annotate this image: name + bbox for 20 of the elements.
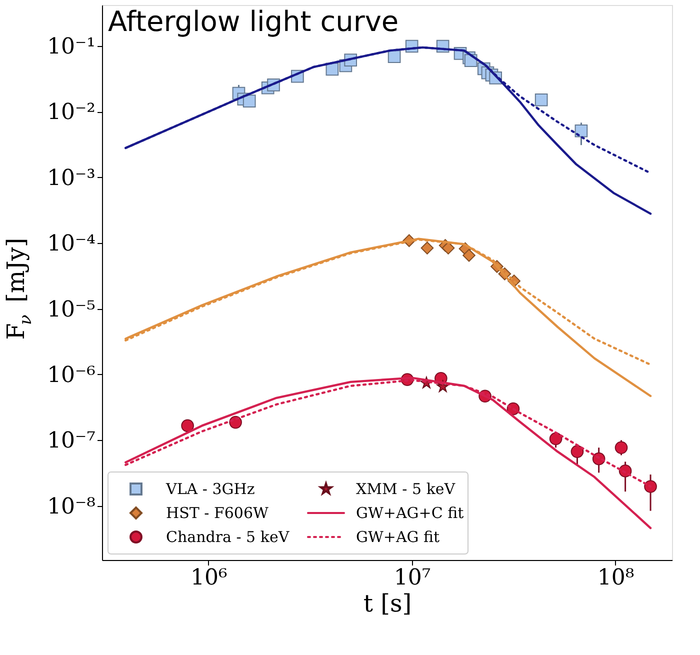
y-tick-label: 10⁻³ xyxy=(47,166,96,191)
x-tick-label: 10⁷ xyxy=(394,566,431,590)
y-tick-label: 10⁻⁵ xyxy=(47,297,96,322)
x-tick-label: 10⁸ xyxy=(597,566,634,590)
legend-label: XMM - 5 keV xyxy=(356,480,456,498)
y-tick-label: 10⁻⁸ xyxy=(47,494,96,520)
x-tick-label: 10⁶ xyxy=(190,566,228,590)
legend-label: GW+AG fit xyxy=(356,528,440,546)
legend-label: GW+AG+C fit xyxy=(356,504,464,522)
y-tick-label: 10⁻² xyxy=(47,100,96,126)
chart-title: Afterglow light curve xyxy=(108,5,399,38)
y-tick-label: 10⁻¹ xyxy=(47,34,96,60)
legend-label: VLA - 3GHz xyxy=(165,480,255,498)
y-tick-label: 10⁻⁷ xyxy=(47,428,96,454)
y-tick-label: 10⁻⁴ xyxy=(47,232,96,257)
legend-label: Chandra - 5 keV xyxy=(166,528,290,546)
legend-label: HST - F606W xyxy=(166,504,270,522)
x-axis-title: t [s] xyxy=(363,590,412,618)
y-tick-label: 10⁻⁶ xyxy=(47,362,96,388)
y-axis-title: Fν [mJy] xyxy=(2,238,36,340)
